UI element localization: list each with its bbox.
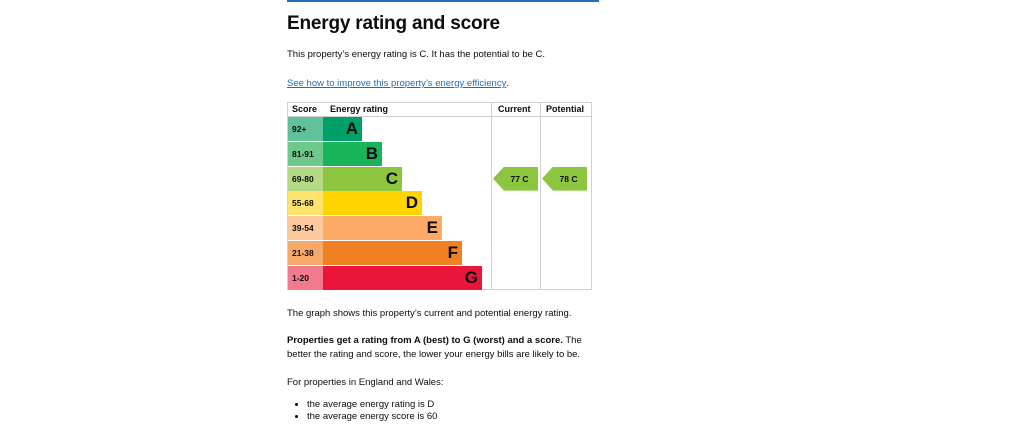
band-bar-f: F [323, 241, 462, 265]
potential-column-divider [540, 103, 541, 289]
rating-summary: This property’s energy rating is C. It h… [287, 49, 546, 60]
current-column-divider [491, 103, 492, 289]
rating-explanation: The graph shows this property’s current … [287, 307, 599, 423]
band-letter-a: A [345, 119, 358, 138]
band-letter-f: F [447, 243, 458, 262]
band-score-f: 21-38 [288, 241, 323, 265]
band-score-b: 81-91 [288, 141, 323, 166]
rating-explain-bold: Properties get a rating from A (best) to… [287, 335, 563, 346]
band-score-g: 1-20 [288, 265, 323, 290]
current-column-header: Current [498, 104, 531, 114]
main-content: Energy rating and score This property’s … [287, 12, 599, 91]
band-letter-b: B [365, 143, 378, 163]
band-score-d: 55-68 [288, 191, 323, 216]
potential-rating-arrow: 78 C [542, 166, 587, 191]
band-score-c: 69-80 [288, 166, 323, 191]
rating-column-header: Energy rating [330, 104, 389, 114]
band-letter-c: C [385, 168, 398, 188]
potential-column-header: Potential [546, 104, 585, 114]
band-score-a: 92+ [288, 117, 323, 141]
section-divider [287, 0, 599, 2]
graph-note: The graph shows this property’s current … [287, 308, 572, 319]
band-score-e: 39-54 [288, 216, 323, 241]
link-tail: . [506, 78, 509, 89]
average-score-item: the average energy score is 60 [307, 411, 599, 423]
band-bar-e: E [323, 216, 442, 241]
band-bar-d: D [323, 191, 422, 216]
rating-explain-rest: The better the rating and score, the low… [287, 335, 582, 360]
average-rating-item: the average energy rating is D [307, 399, 599, 411]
current-rating-arrow: 77 C [493, 166, 538, 191]
improve-link-row: See how to improve this property’s energ… [287, 62, 599, 91]
energy-rating-chart: Score Energy rating Current Potential 92… [287, 102, 592, 290]
band-letter-d: D [405, 193, 418, 213]
band-bar-a: A [323, 117, 362, 141]
band-letter-e: E [426, 218, 438, 238]
averages-list: the average energy rating is D the avera… [287, 399, 599, 423]
improve-efficiency-link[interactable]: See how to improve this property’s energ… [287, 78, 507, 89]
band-bar-g: G [323, 265, 482, 290]
score-column-header: Score [292, 104, 318, 114]
band-letter-g: G [464, 267, 478, 287]
header-divider [288, 116, 591, 117]
region-note: For properties in England and Wales: [287, 377, 444, 388]
page-title: Energy rating and score [287, 13, 500, 34]
band-bar-c: C [323, 166, 402, 191]
rating-explain: Properties get a rating from A (best) to… [287, 334, 599, 362]
band-bar-b: B [323, 141, 382, 166]
